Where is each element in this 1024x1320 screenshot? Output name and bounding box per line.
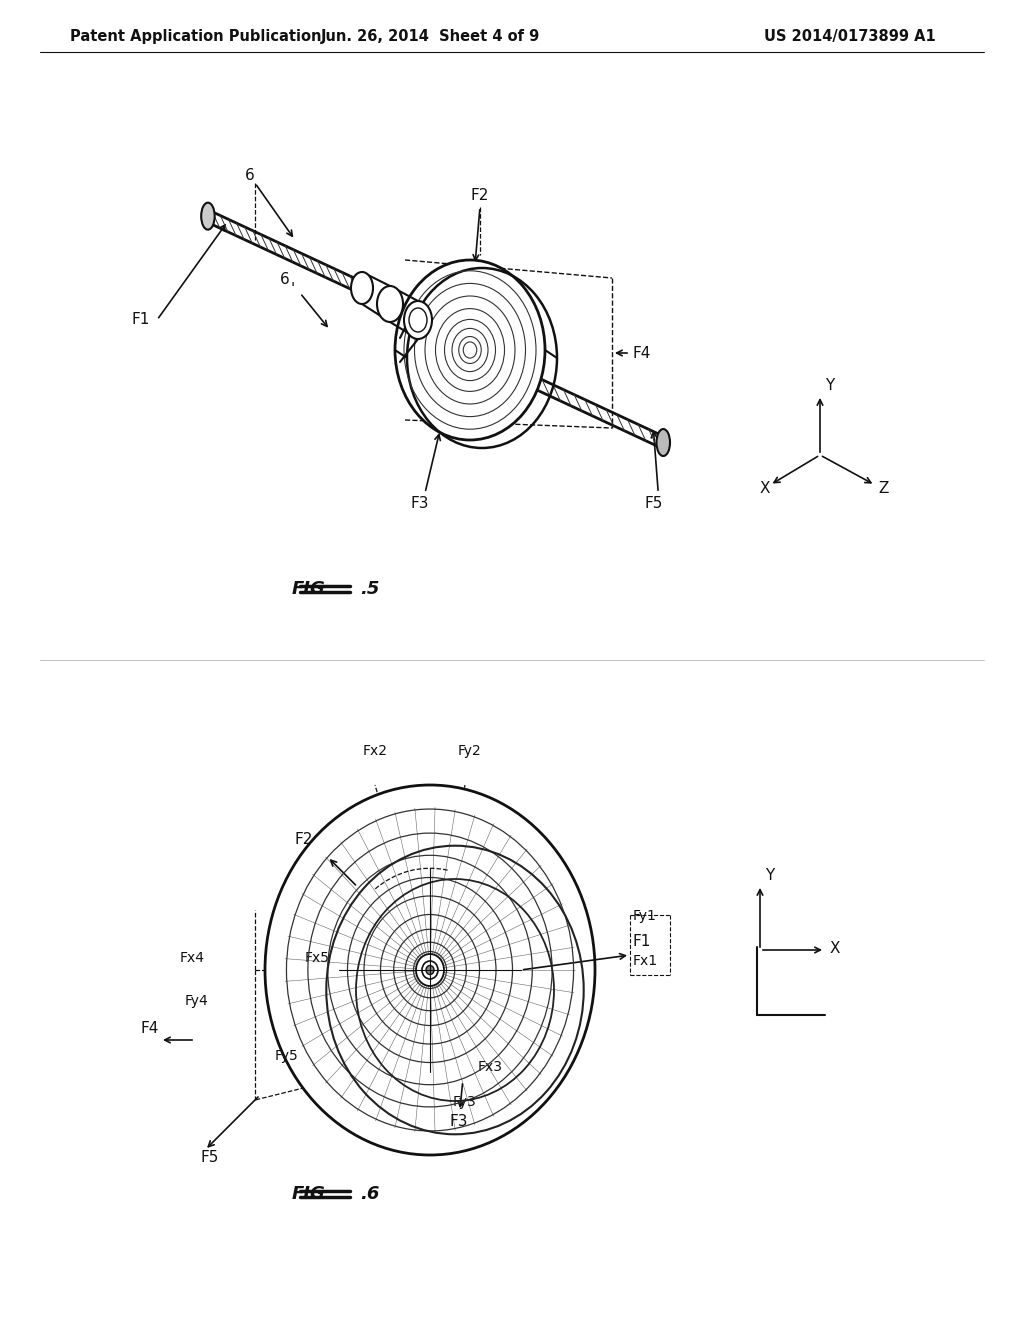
- Ellipse shape: [416, 954, 444, 986]
- Ellipse shape: [422, 961, 438, 979]
- Text: Fx4: Fx4: [180, 950, 205, 965]
- Text: .6: .6: [360, 1185, 379, 1203]
- Text: Patent Application Publication: Patent Application Publication: [70, 29, 322, 45]
- Text: Fy2: Fy2: [458, 744, 481, 758]
- Text: Fx2: Fx2: [362, 744, 388, 758]
- Ellipse shape: [395, 260, 545, 440]
- Text: X: X: [760, 480, 770, 496]
- Text: X: X: [830, 941, 841, 956]
- Text: FIG: FIG: [292, 579, 326, 598]
- Text: F2: F2: [471, 187, 489, 202]
- Ellipse shape: [265, 785, 595, 1155]
- Text: F5: F5: [200, 1150, 218, 1166]
- Text: Fx1: Fx1: [633, 954, 658, 968]
- Text: Fx3: Fx3: [478, 1060, 503, 1074]
- Ellipse shape: [201, 203, 215, 230]
- Text: Y: Y: [825, 378, 835, 393]
- Text: US 2014/0173899 A1: US 2014/0173899 A1: [764, 29, 936, 45]
- Text: Fy3: Fy3: [453, 1096, 476, 1109]
- Text: 6: 6: [281, 272, 290, 288]
- Text: F5: F5: [644, 496, 663, 511]
- Ellipse shape: [426, 965, 434, 974]
- Text: ': ': [291, 281, 295, 297]
- Ellipse shape: [351, 272, 373, 304]
- Text: Fy4: Fy4: [185, 994, 209, 1008]
- Ellipse shape: [377, 286, 403, 322]
- Text: F3: F3: [450, 1114, 468, 1129]
- Text: F1: F1: [132, 313, 150, 327]
- Text: 6: 6: [245, 168, 255, 182]
- Text: Z: Z: [878, 480, 889, 496]
- Text: FIG: FIG: [292, 1185, 326, 1203]
- Text: Jun. 26, 2014  Sheet 4 of 9: Jun. 26, 2014 Sheet 4 of 9: [321, 29, 540, 45]
- Text: F4: F4: [140, 1020, 159, 1036]
- Text: F1: F1: [633, 935, 651, 949]
- Text: Y: Y: [765, 869, 774, 883]
- Text: .5: .5: [360, 579, 379, 598]
- Text: F3: F3: [411, 496, 429, 511]
- Ellipse shape: [409, 308, 427, 333]
- Ellipse shape: [656, 429, 670, 455]
- Text: Fx5: Fx5: [305, 950, 330, 965]
- Text: F4: F4: [632, 346, 650, 360]
- Ellipse shape: [404, 301, 432, 339]
- Text: Fy1: Fy1: [633, 909, 656, 923]
- Text: F2: F2: [295, 832, 313, 847]
- Text: Fy5: Fy5: [275, 1049, 299, 1063]
